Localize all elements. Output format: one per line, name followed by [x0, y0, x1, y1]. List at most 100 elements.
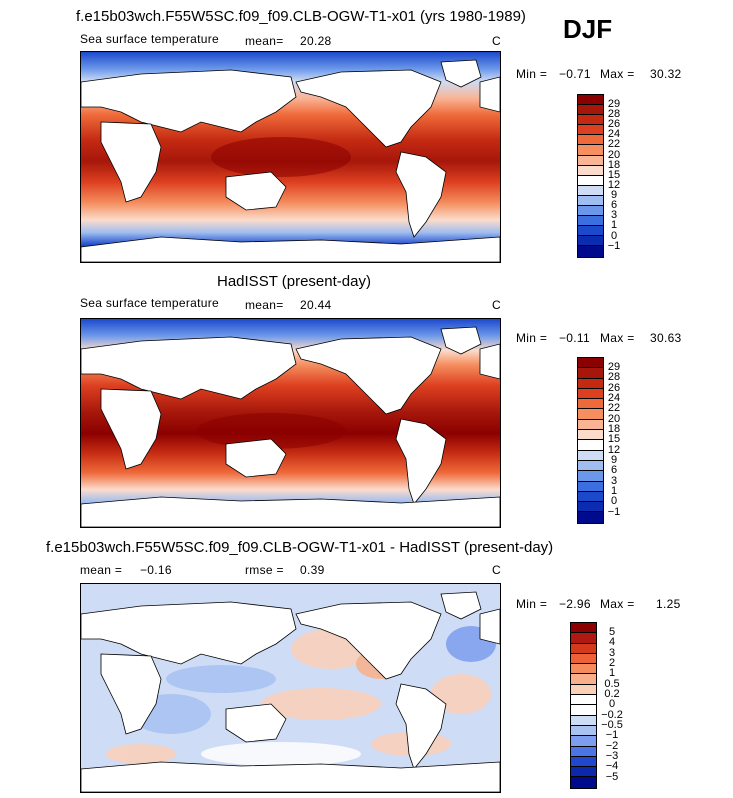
cbar3-seg: [571, 633, 596, 644]
cbar3-seg: [571, 653, 596, 665]
panel2-mean-value: 20.44: [300, 298, 332, 312]
cbar2-seg: [578, 450, 603, 461]
cbar2-label: 22: [607, 402, 621, 414]
cbar3-label: 3: [608, 647, 616, 659]
panel2-map: [80, 318, 501, 528]
panel1-max-value: 30.32: [650, 67, 682, 81]
cbar3-label: −1: [605, 729, 619, 741]
panel1-mean-value: 20.28: [300, 34, 332, 48]
cbar2-label: 1: [610, 485, 618, 497]
cbar3-seg: [571, 777, 596, 788]
cbar3-seg: [571, 664, 596, 675]
cbar1-seg: [578, 246, 603, 257]
cbar2-seg: [578, 368, 603, 379]
cbar3-seg: [571, 736, 596, 747]
panel1-max-label: Max =: [600, 67, 635, 81]
panel2-max-label: Max =: [600, 331, 635, 345]
cbar1-label: 9: [610, 189, 618, 201]
cbar2-label: 3: [610, 475, 618, 487]
cbar1-label: 26: [607, 118, 621, 130]
cbar1-seg: [578, 206, 603, 217]
panel3-min-label: Min =: [516, 597, 548, 611]
panel2-min-label: Min =: [516, 331, 548, 345]
cbar1-label: 12: [607, 179, 621, 191]
cbar2-seg: [578, 460, 603, 472]
cbar3-label: −0.2: [601, 709, 623, 721]
cbar2-seg: [578, 409, 603, 420]
cbar2-label: 29: [607, 361, 621, 373]
cbar3-label: −3: [605, 750, 619, 762]
cbar2-seg: [578, 378, 603, 389]
cbar3-label: −2: [605, 740, 619, 752]
cbar3-seg: [571, 746, 596, 757]
cbar3-label: −4: [605, 760, 619, 772]
cbar2-seg: [578, 491, 603, 503]
cbar1-label: 0: [610, 230, 618, 242]
panel3-colorbar: [570, 622, 597, 789]
cbar1-label: 22: [607, 138, 621, 150]
cbar2-seg: [578, 512, 603, 523]
cbar2-seg: [578, 481, 603, 492]
cbar2-seg: [578, 399, 603, 410]
cbar1-seg: [578, 145, 603, 156]
panel1-min-value: −0.71: [559, 67, 591, 81]
cbar2-seg: [578, 419, 603, 431]
panel1-mean-label: mean=: [245, 34, 284, 48]
cbar3-seg: [571, 705, 596, 716]
panel3-diff-map-svg: [81, 584, 500, 792]
cbar3-seg: [571, 695, 596, 706]
panel2-mean-label: mean=: [245, 298, 284, 312]
cbar3-seg: [571, 725, 596, 737]
panel3-mean-label: mean =: [80, 563, 123, 577]
panel3-max-value: 1.25: [656, 597, 681, 611]
cbar1-seg: [578, 175, 603, 186]
cbar2-seg: [578, 388, 603, 400]
cbar2-label: 24: [607, 392, 621, 404]
panel3-max-label: Max =: [600, 597, 635, 611]
panel1-units: C: [492, 34, 501, 48]
cbar1-seg: [578, 216, 603, 227]
cbar3-label: 1: [608, 667, 616, 679]
panel1-map: [80, 51, 501, 263]
panel2-max-value: 30.63: [650, 331, 682, 345]
cbar1-label: 29: [607, 98, 621, 110]
cbar3-label: 0.2: [604, 688, 620, 700]
cbar3-label: −0.5: [601, 719, 623, 731]
cbar3-seg: [571, 715, 596, 726]
cbar2-label: −1: [607, 506, 621, 518]
cbar1-label: 20: [607, 149, 621, 161]
panel3-map: [80, 583, 501, 793]
cbar3-seg: [571, 674, 596, 685]
cbar3-seg: [571, 684, 596, 696]
cbar3-seg: [571, 623, 596, 634]
panel3-units: C: [492, 563, 501, 577]
cbar2-seg: [578, 471, 603, 482]
panel1-sst-map-svg: [81, 52, 500, 262]
cbar1-seg: [578, 95, 603, 106]
cbar2-label: 12: [607, 444, 621, 456]
cbar2-label: 0: [610, 495, 618, 507]
cbar2-label: 20: [607, 413, 621, 425]
season-label: DJF: [563, 14, 613, 44]
panel2-min-value: −0.11: [559, 331, 590, 345]
cbar1-seg: [578, 155, 603, 166]
cbar1-seg: [578, 105, 603, 116]
panel2-title: HadISST (present-day): [217, 273, 371, 290]
cbar3-label: −5: [605, 771, 619, 783]
cbar1-label: 1: [610, 219, 618, 231]
cbar1-label: 15: [607, 169, 621, 181]
cbar2-label: 9: [610, 454, 618, 466]
cbar1-seg: [578, 125, 603, 136]
cbar3-seg: [571, 756, 596, 768]
panel1-colorbar: [577, 94, 604, 258]
panel2-colorbar: [577, 357, 604, 524]
panel1-varname: Sea surface temperature: [80, 32, 219, 46]
cbar1-label: 3: [610, 209, 618, 221]
cbar3-seg: [571, 643, 596, 654]
cbar1-seg: [578, 135, 603, 146]
cbar2-seg: [578, 440, 603, 451]
cbar3-label: 4: [608, 636, 616, 648]
cbar1-seg: [578, 165, 603, 176]
panel2-sst-map-svg: [81, 319, 500, 527]
cbar2-seg: [578, 430, 603, 441]
